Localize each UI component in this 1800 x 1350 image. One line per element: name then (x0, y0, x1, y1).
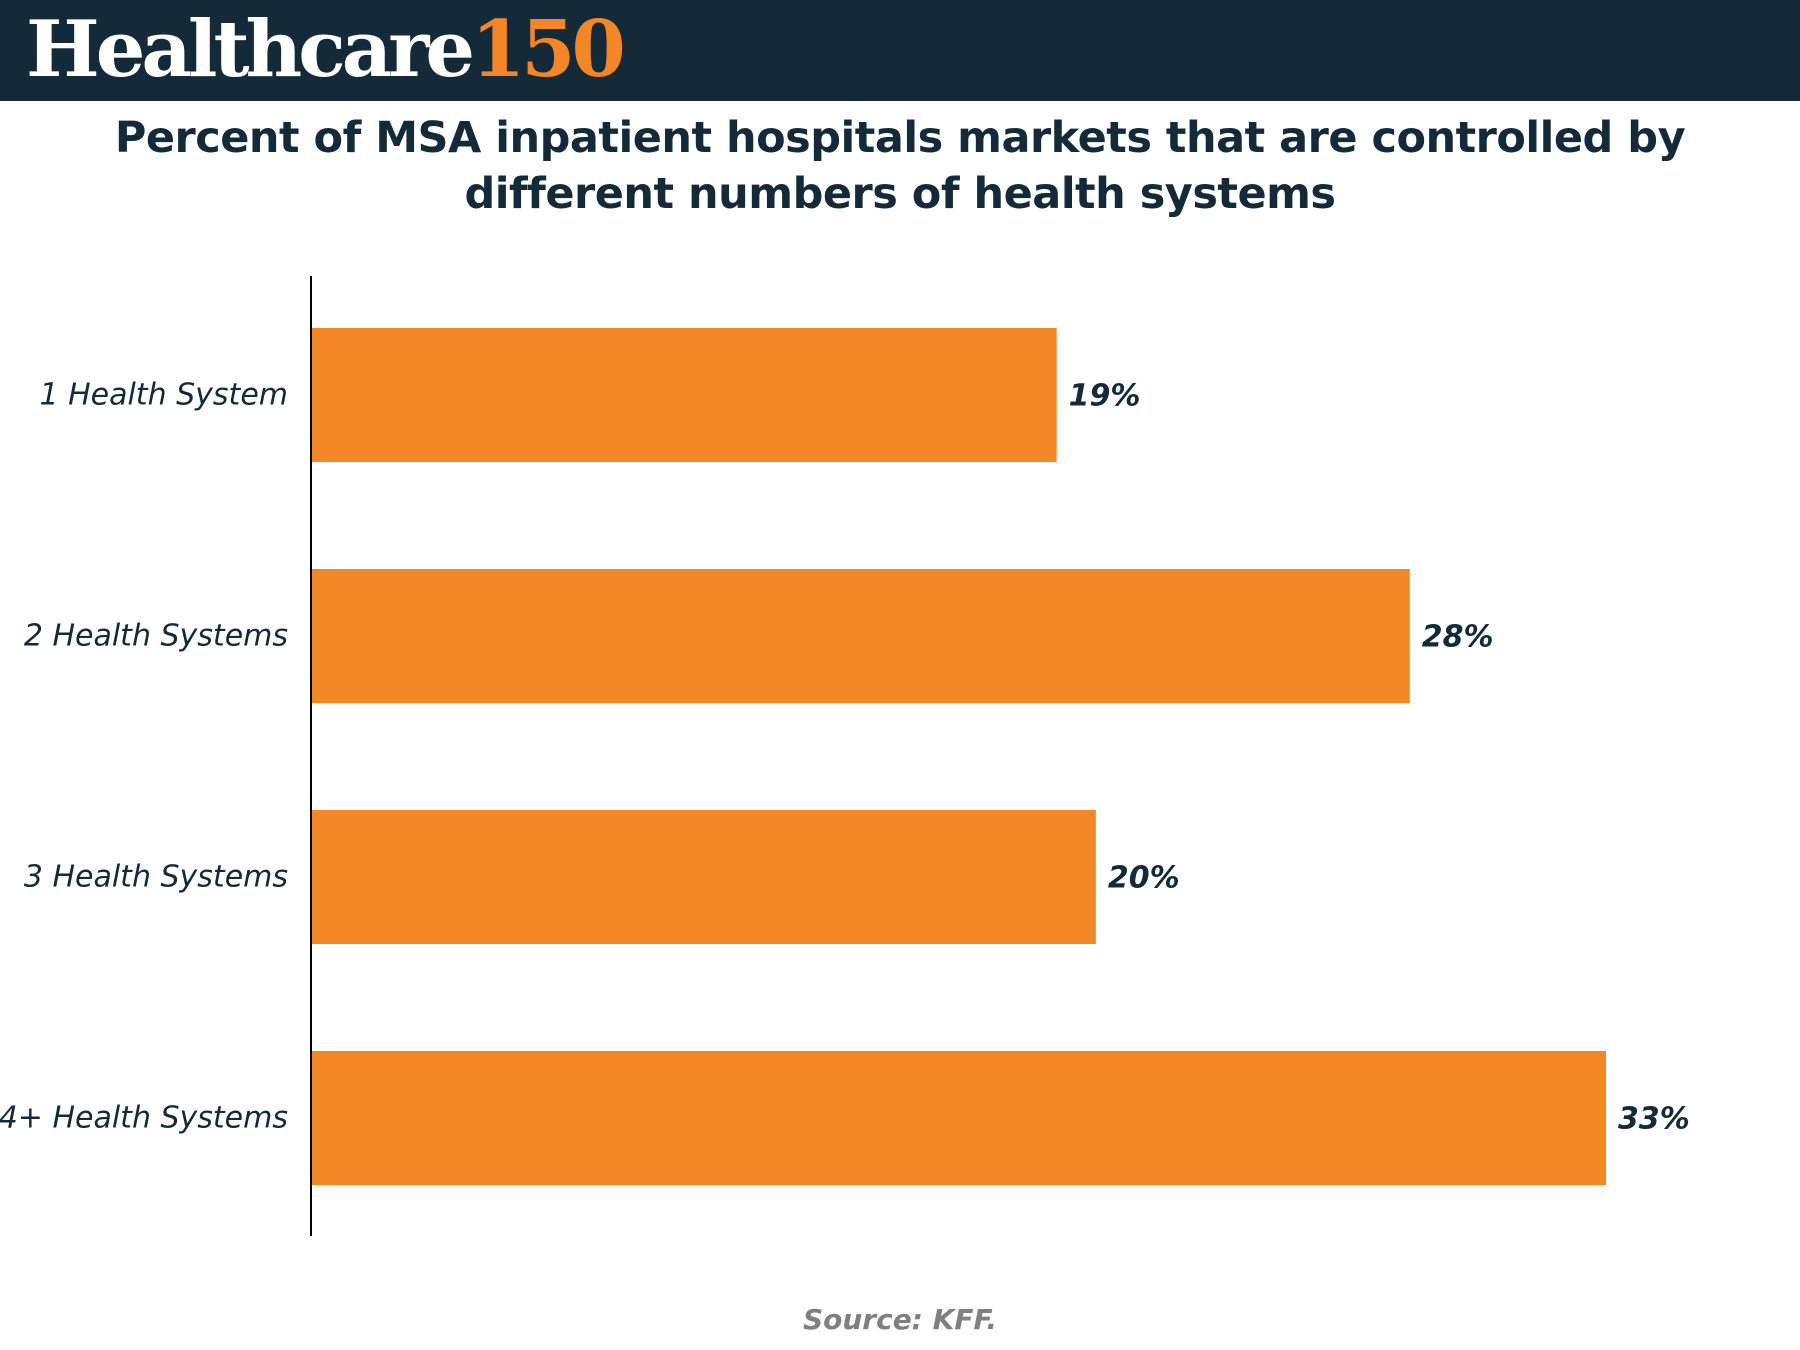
category-label: 3 Health Systems (24, 860, 288, 895)
bar (311, 328, 1057, 462)
brand-logo-word: Healthcare (26, 4, 475, 95)
brand-logo-number: 150 (471, 4, 626, 95)
data-label: 19% (1069, 379, 1141, 414)
header-bar: Healthcare150 (0, 0, 1800, 101)
bar (311, 1051, 1606, 1185)
data-label: 20% (1108, 861, 1180, 896)
bar (311, 810, 1096, 944)
bar (311, 569, 1410, 703)
data-label: 33% (1618, 1102, 1690, 1137)
category-label: 4+ Health Systems (0, 1101, 288, 1136)
data-label: 28% (1422, 620, 1494, 655)
source-note: Source: KFF. (802, 1303, 998, 1336)
category-label: 2 Health Systems (24, 619, 288, 654)
category-label: 1 Health System (39, 378, 288, 413)
brand-logo: Healthcare150 (26, 4, 626, 96)
chart-title: Percent of MSA inpatient hospitals marke… (114, 113, 1686, 219)
